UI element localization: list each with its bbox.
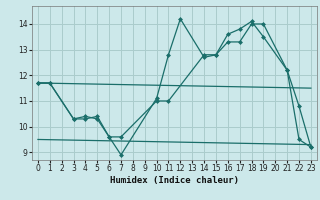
X-axis label: Humidex (Indice chaleur): Humidex (Indice chaleur) (110, 176, 239, 185)
